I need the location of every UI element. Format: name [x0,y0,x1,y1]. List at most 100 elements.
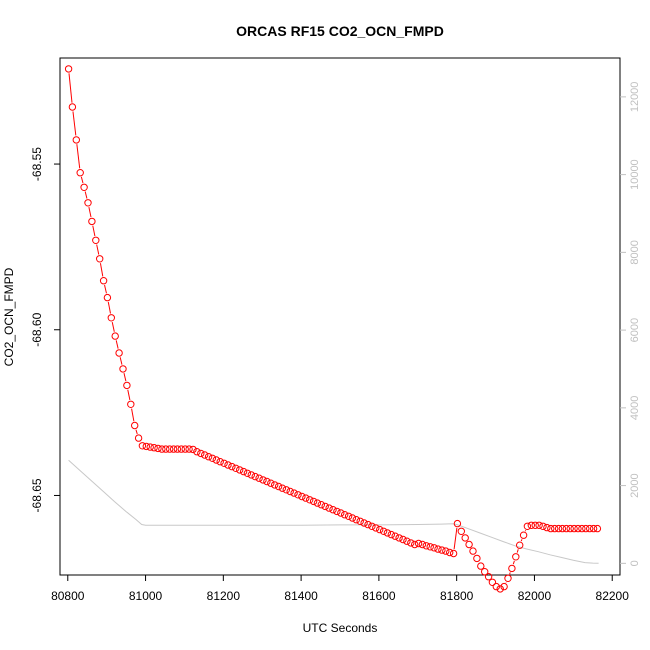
data-point [519,531,528,539]
data-point [298,492,306,501]
right-y-tick-label: 12000 [629,82,641,113]
x-axis-label: UTC Seconds [303,621,378,635]
data-point [111,332,119,340]
x-tick-label: 82000 [518,589,552,603]
series-connector [509,572,511,575]
data-point [224,461,232,469]
series-connector [88,207,92,218]
data-point [333,507,341,516]
data-point [282,486,290,494]
x-tick-label: 81000 [129,589,163,603]
data-point [411,540,419,549]
data-point [329,506,337,514]
data-point [123,381,131,390]
x-tick-label: 81800 [440,589,474,603]
data-point [302,494,310,502]
data-point [216,458,224,466]
data-point [80,183,88,192]
data-point [481,568,489,576]
data-point [259,476,267,484]
data-point [189,445,197,454]
y-tick-label: -68.65 [30,478,44,512]
data-point [399,535,407,544]
data-point [177,445,186,453]
data-point [92,236,100,245]
series-connector [84,191,88,199]
secondary-series [68,459,599,564]
data-point [278,484,287,492]
data-point [76,169,84,177]
data-point [325,504,333,512]
data-point [391,532,399,540]
secondary-series-line [68,459,599,564]
data-point [457,527,465,535]
data-point [461,534,469,542]
data-point [99,277,108,285]
data-point [426,543,434,551]
data-point [578,524,586,533]
series-connector [516,549,519,553]
x-axis: 80800 81000 81200 81400 81600 81800 82000 82200 [51,575,629,603]
series-connector [96,244,100,255]
data-point [263,477,271,486]
right-y-tick-label: 6000 [629,318,641,342]
data-point [204,453,213,461]
data-point [286,487,294,496]
data-point [500,582,508,591]
series-connector [72,111,77,136]
data-point [127,400,135,408]
primary-series [64,65,602,593]
data-point [372,524,380,532]
x-tick-label: 80800 [51,589,85,603]
data-point [547,524,555,533]
data-point [508,564,516,573]
right-y-axis: 0 2000 4000 6000 8000 10000 12000 [620,82,641,566]
data-point [414,539,423,548]
x-tick-label: 81400 [284,589,318,603]
data-point [84,199,92,207]
x-tick-label: 82200 [596,589,630,603]
data-point [570,524,578,533]
data-point [403,537,411,545]
data-point [294,491,302,499]
x-tick-label: 81200 [207,589,241,603]
data-point [166,445,174,453]
data-point [220,459,228,467]
data-point [119,365,127,373]
data-point [154,444,162,453]
series-connector [104,284,107,294]
data-point [321,502,329,511]
data-point [434,545,442,553]
data-point [453,519,462,528]
series-connector [127,389,131,401]
data-point [387,530,395,539]
data-point [438,546,446,554]
data-point [465,540,473,549]
x-tick-label: 81600 [362,589,396,603]
data-point [488,578,497,586]
data-point [477,562,485,570]
data-point [348,514,357,522]
series-connector [123,373,127,382]
series-connector [512,560,515,565]
data-point [103,293,112,302]
data-point [442,547,450,555]
series-connector [76,144,81,169]
data-point [201,451,209,459]
data-point [181,445,189,453]
series-connector [115,340,119,349]
data-point [138,442,147,450]
data-point [368,522,376,530]
data-point [562,524,570,533]
data-point [251,472,259,481]
y-tick-label: -68.55 [30,147,44,181]
data-point [212,456,221,464]
data-point [228,462,236,471]
data-point [208,454,217,462]
right-y-tick-label: 8000 [629,240,641,264]
data-point [535,521,543,529]
data-point [407,539,415,547]
data-point [337,509,345,517]
